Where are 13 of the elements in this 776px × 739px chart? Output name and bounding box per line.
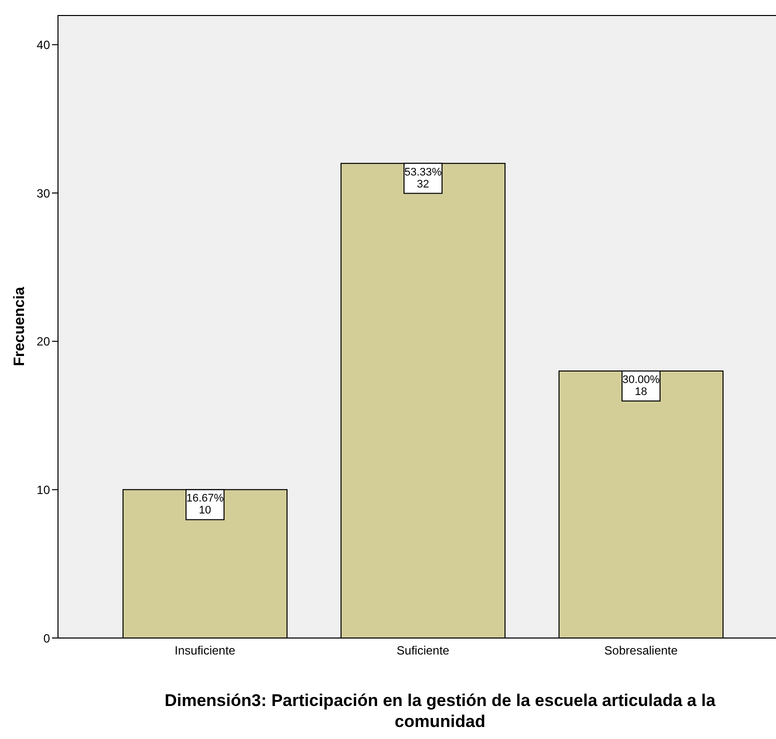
data-label: 53.33% 32 [404,166,442,190]
y-tick-label: 0 [43,631,50,646]
y-tick-label: 40 [36,38,50,52]
data-label: 16.67% 10 [186,492,224,517]
y-tick-label: 10 [36,482,50,497]
x-tick-label: Sobresaliente [604,644,678,658]
x-tick-label: Suficiente [396,644,450,658]
y-axis-title: Frecuencia [10,286,28,366]
y-tick-label: 20 [36,334,50,349]
data-label: 30.00% 18 [622,374,660,398]
x-axis-title: Dimensión3: Participación en la gestión de la escuela articulada a la comunidad [164,690,716,732]
x-tick-label: Insuficiente [174,644,236,658]
y-tick-label: 30 [36,186,50,200]
